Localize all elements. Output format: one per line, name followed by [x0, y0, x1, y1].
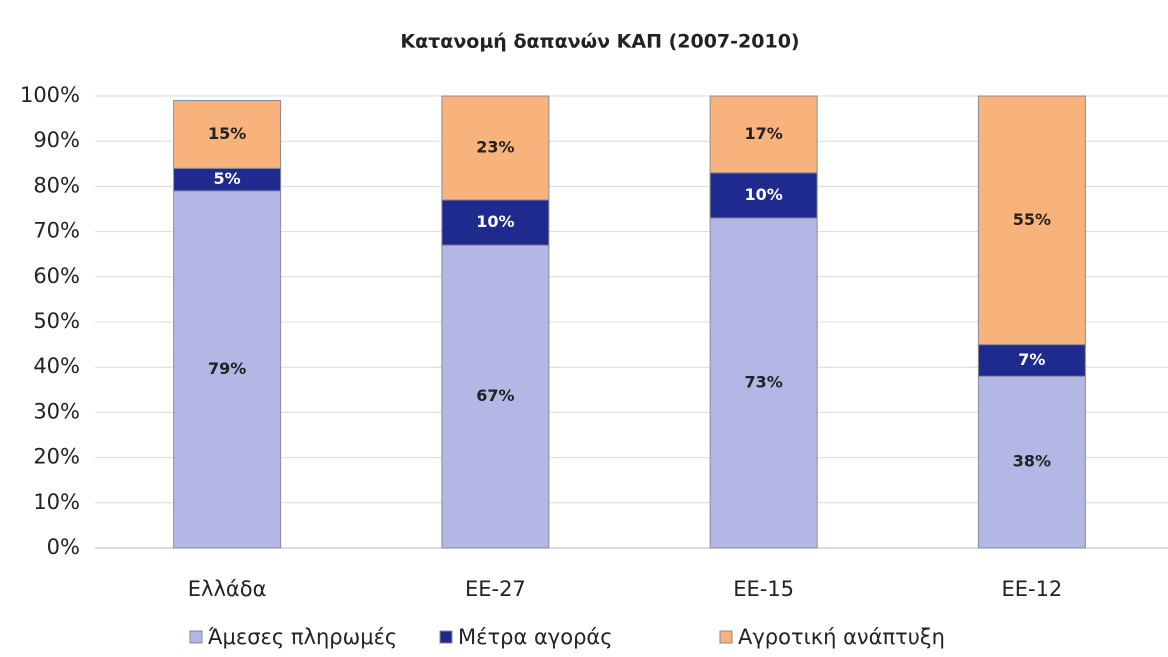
- legend-swatch: [439, 630, 453, 644]
- value-label: 67%: [476, 386, 514, 405]
- bar-segment: [441, 199, 550, 246]
- bar-segment: [173, 190, 282, 549]
- y-tick-label: 80%: [33, 173, 80, 197]
- value-label: 79%: [208, 359, 246, 378]
- y-tick-label: 50%: [33, 309, 80, 333]
- y-tick-label: 90%: [33, 128, 80, 152]
- y-tick-label: 10%: [33, 490, 80, 514]
- y-tick-label: 100%: [20, 83, 80, 107]
- value-label: 10%: [476, 212, 514, 231]
- y-tick-label: 40%: [33, 354, 80, 378]
- x-tick-label: ΕΕ-27: [465, 577, 526, 601]
- bar-segment: [441, 244, 550, 549]
- value-label: 10%: [744, 185, 782, 204]
- value-label: 73%: [744, 373, 782, 392]
- legend-label: Άμεσες πληρωμές: [208, 625, 397, 649]
- bar-segment: [977, 95, 1086, 346]
- legend-label: Αγροτική ανάπτυξη: [738, 625, 945, 649]
- legend-swatch: [719, 630, 733, 644]
- bar-segment: [977, 375, 1086, 549]
- x-tick-label: ΕΕ-12: [1001, 577, 1062, 601]
- value-label: 38%: [1013, 452, 1051, 471]
- value-label: 23%: [476, 137, 514, 156]
- y-tick-label: 70%: [33, 219, 80, 243]
- x-tick-label: Ελλάδα: [188, 577, 267, 601]
- legend-label: Μέτρα αγοράς: [458, 625, 613, 649]
- y-tick-label: 30%: [33, 399, 80, 423]
- y-tick-label: 60%: [33, 264, 80, 288]
- value-label: 5%: [214, 169, 241, 188]
- bar-segment: [709, 217, 818, 549]
- bar-segment: [441, 95, 550, 201]
- bar-segment: [709, 95, 818, 174]
- value-label: 15%: [208, 124, 246, 143]
- bar-segment: [173, 100, 282, 169]
- y-tick-label: 20%: [33, 445, 80, 469]
- x-tick-label: ΕΕ-15: [733, 577, 794, 601]
- y-tick-label: 0%: [47, 535, 80, 559]
- value-label: 7%: [1018, 350, 1045, 369]
- value-label: 55%: [1013, 210, 1051, 229]
- value-label: 17%: [744, 124, 782, 143]
- bar-segment: [977, 344, 1086, 377]
- legend-swatch: [189, 630, 203, 644]
- chart-title: Κατανομή δαπανών ΚΑΠ (2007-2010): [400, 31, 799, 53]
